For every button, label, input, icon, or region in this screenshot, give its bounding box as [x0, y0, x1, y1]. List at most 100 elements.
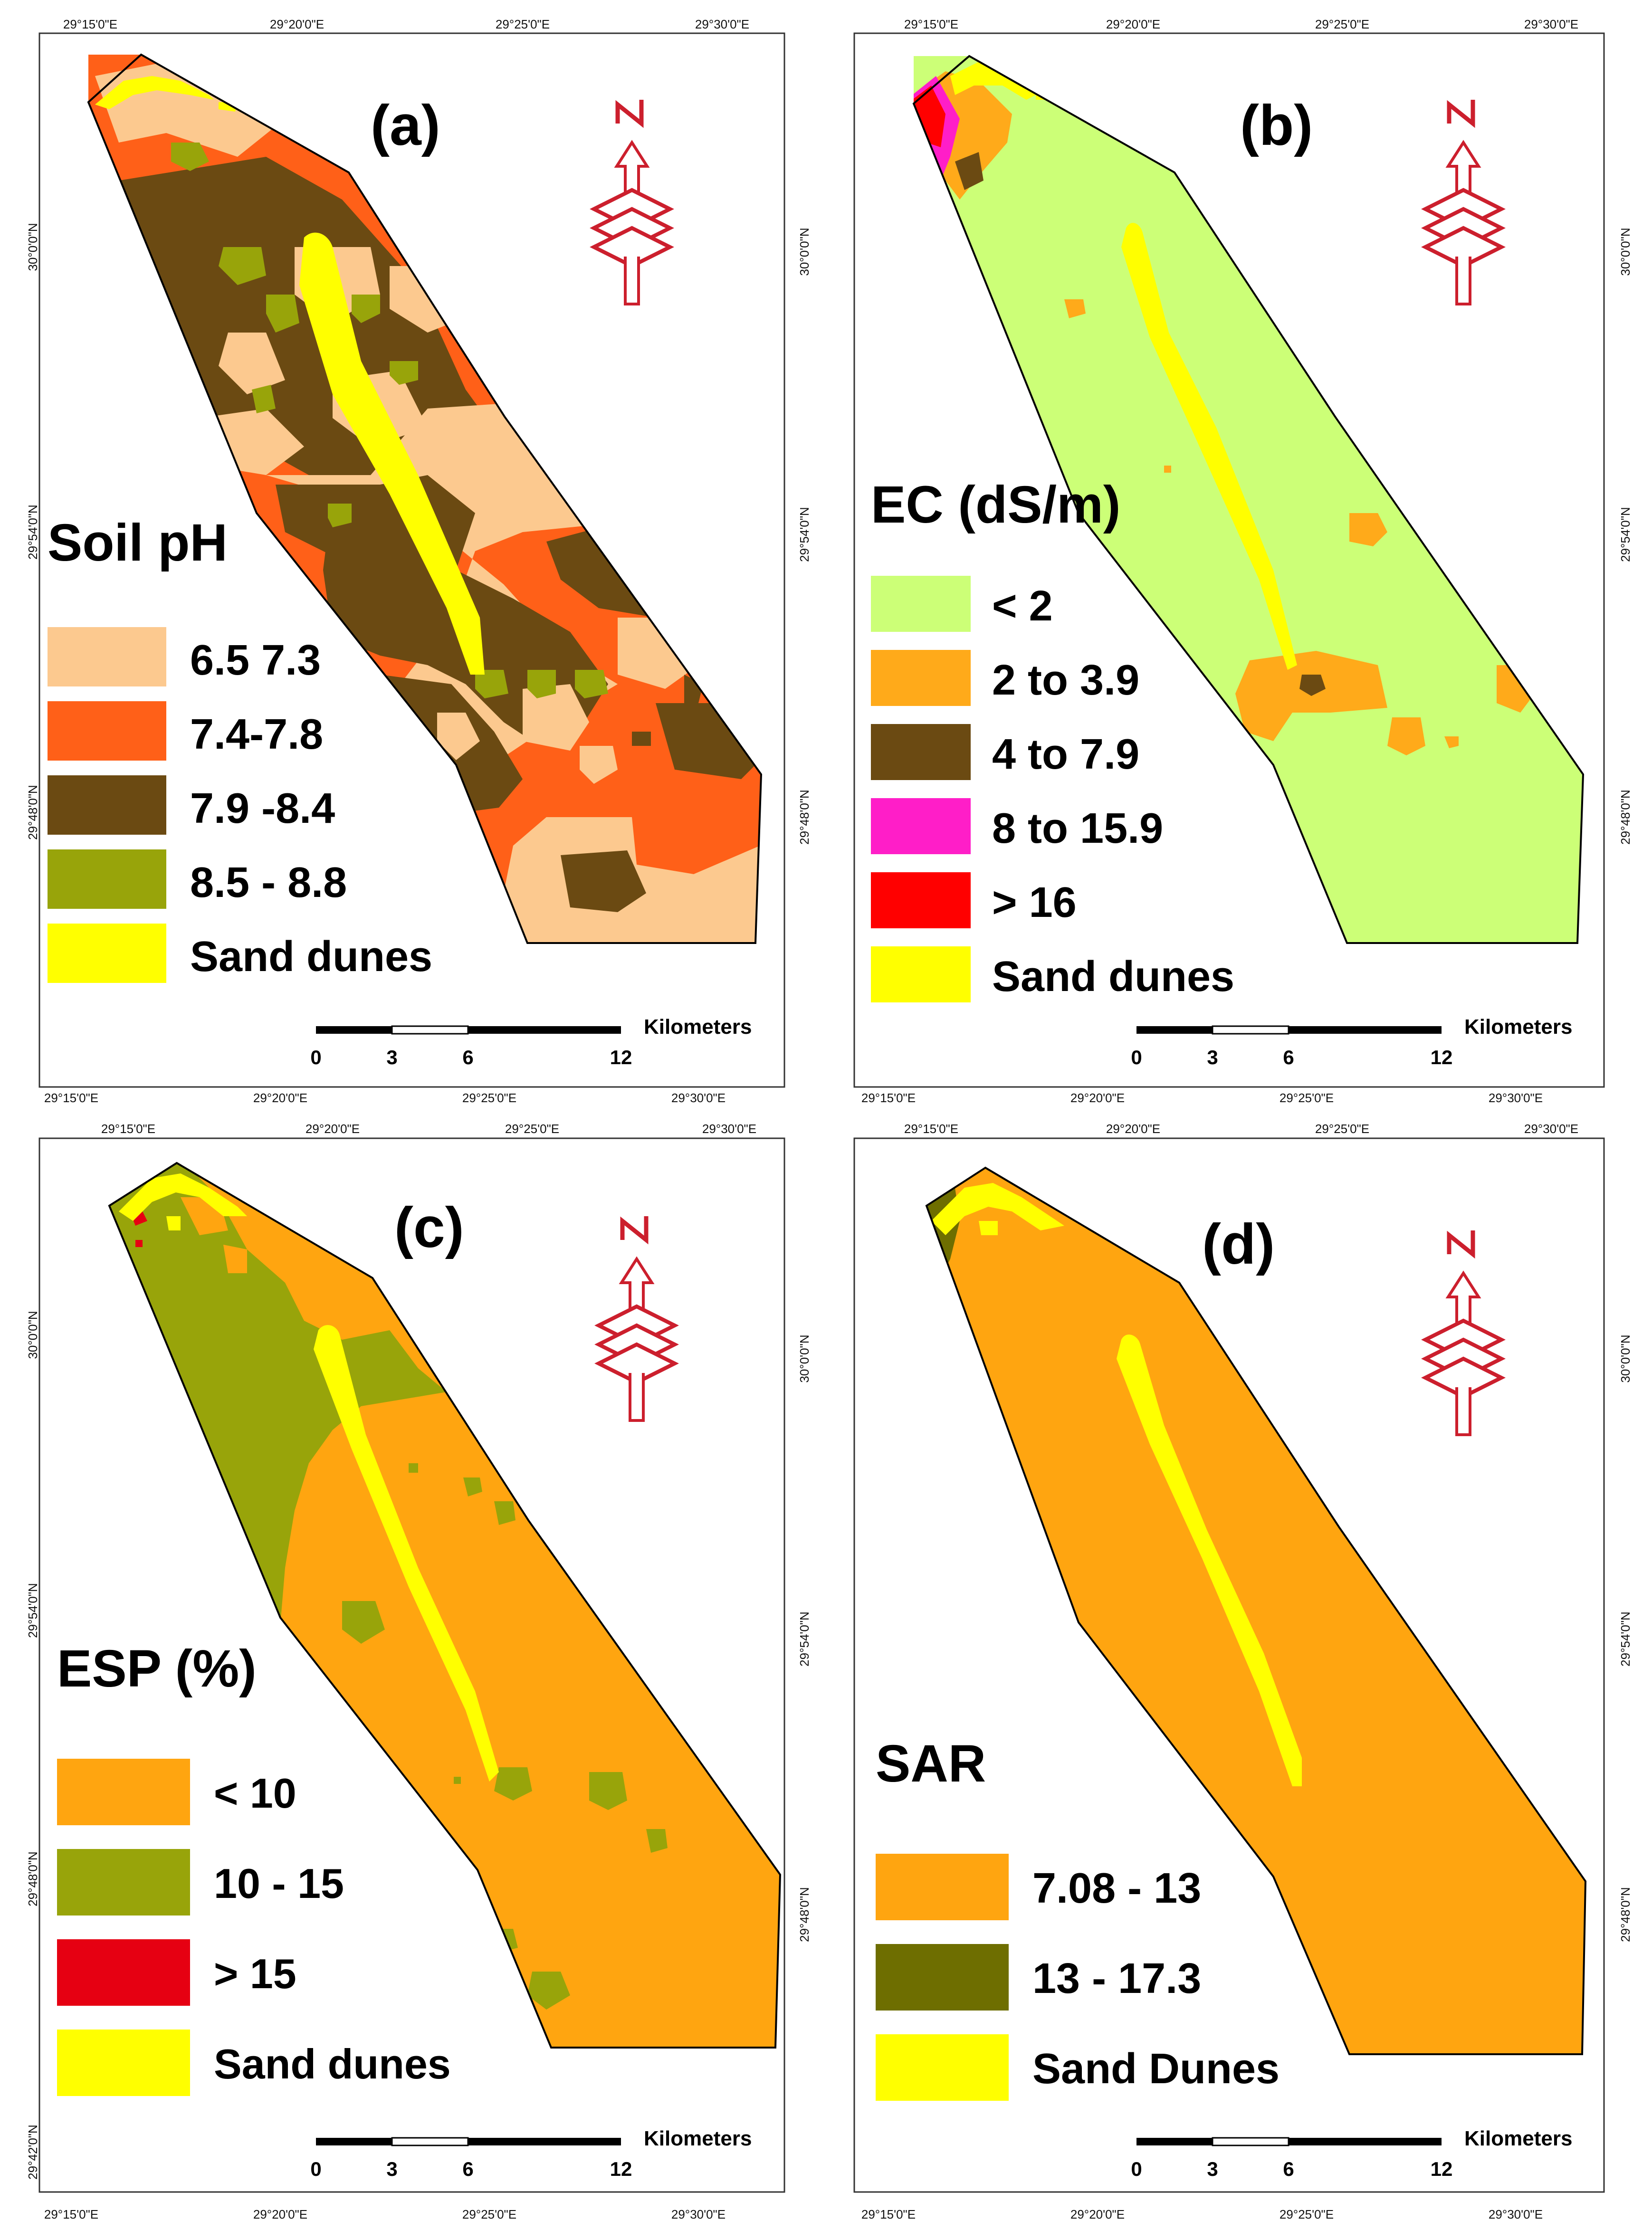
study-area-outline: [925, 1166, 1587, 2055]
panel-label: (c): [394, 1196, 464, 1259]
legend-swatch: [876, 2034, 1009, 2101]
legend-item-label: 8.5 - 8.8: [190, 859, 347, 906]
legend-title: ESP (%): [57, 1639, 257, 1698]
coord-label: 29°20'0"E: [253, 1091, 307, 1105]
legend-swatch: [871, 650, 971, 706]
north-arrow: [594, 1216, 679, 1422]
legend-swatch: [871, 872, 971, 928]
legend: Soil pH 6.5 7.3 7.4-7.8 7.9 -8.4 8.5 - 8…: [48, 514, 432, 983]
north-arrow: [590, 100, 674, 305]
scale-tick: 3: [1207, 1046, 1218, 1068]
coord-label: 29°20'0"E: [253, 2207, 307, 2221]
coord-label: 29°54'0"N: [797, 1611, 812, 1667]
coord-label: 30°0'0"N: [797, 1334, 812, 1382]
coord-label: 29°48'0"N: [1618, 1887, 1633, 1942]
graticule-labels: 29°15'0"E 29°20'0"E 29°25'0"E 29°30'0"E …: [26, 1122, 756, 2221]
panel-label: (d): [1202, 1212, 1275, 1276]
scale-tick: 0: [310, 1046, 321, 1068]
scale-tick: 0: [1131, 1046, 1142, 1068]
coord-label: 29°54'0"N: [26, 1583, 40, 1638]
legend-item-label: > 15: [214, 1950, 296, 1997]
legend-title: Soil pH: [48, 514, 228, 572]
coord-label: 29°30'0"E: [671, 1091, 726, 1105]
coord-label: 29°25'0"E: [462, 1091, 516, 1105]
coord-label: 29°15'0"E: [63, 17, 117, 31]
coord-label: 29°30'0"E: [1524, 1122, 1578, 1136]
scale-unit: Kilometers: [1464, 2127, 1572, 2150]
scale-bar: 0 3 6 12 Kilometers: [1131, 2127, 1572, 2180]
legend: EC (dS/m) < 2 2 to 3.9 4 to 7.9 8 to 15.…: [871, 476, 1234, 1002]
coord-label: 29°25'0"E: [1280, 2207, 1334, 2221]
legend-title: EC (dS/m): [871, 476, 1121, 534]
study-area-outline: [108, 1162, 782, 2049]
graticule-labels: 29°15'0"E 29°20'0"E 29°25'0"E 29°30'0"E …: [797, 1122, 1633, 2221]
scale-bar: 0 3 6 12 Kilometers: [310, 2127, 752, 2180]
legend-item-label: 7.08 - 13: [1032, 1865, 1201, 1912]
coord-label: 29°30'0"E: [1489, 2207, 1543, 2221]
coord-label: 30°0'0"N: [1618, 1334, 1633, 1382]
scale-bar: 0 3 6 12 Kilometers: [1131, 1015, 1572, 1068]
coord-label: 29°25'0"E: [1315, 17, 1369, 31]
coord-label: 29°25'0"E: [1280, 1091, 1334, 1105]
legend-swatch: [57, 1759, 190, 1825]
scale-tick: 0: [1131, 2158, 1142, 2180]
coord-label: 29°30'0"E: [702, 1122, 756, 1136]
panel-c: (c) ESP (%) < 10 10 - 15 > 15 Sand dunes…: [26, 1122, 785, 2221]
coord-label: 29°20'0"E: [1070, 1091, 1125, 1105]
coord-label: 29°30'0"E: [695, 17, 749, 31]
coord-label: 29°48'0"N: [26, 785, 40, 840]
coord-label: 29°54'0"N: [1618, 1611, 1633, 1667]
legend-swatch: [871, 576, 971, 632]
scale-tick: 3: [386, 1046, 397, 1068]
north-arrow: [1421, 1230, 1506, 1436]
legend-item-label: < 10: [214, 1770, 296, 1817]
legend-item-label: < 2: [992, 582, 1053, 630]
legend-swatch: [871, 946, 971, 1002]
legend-swatch: [57, 1939, 190, 2006]
north-arrow: [1421, 100, 1506, 305]
panel-a: (a) Soil pH 6.5 7.3 7.4-7.8 7.9 -8.4 8.5…: [26, 17, 785, 1105]
legend: ESP (%) < 10 10 - 15 > 15 Sand dunes: [57, 1639, 451, 2096]
scale-tick: 6: [1283, 1046, 1294, 1068]
coord-label: 29°48'0"N: [797, 1887, 812, 1942]
coord-label: 29°20'0"E: [1070, 2207, 1125, 2221]
coord-label: 29°20'0"E: [270, 17, 324, 31]
coord-label: 29°48'0"N: [1618, 790, 1633, 845]
legend-item-label: Sand dunes: [992, 953, 1234, 1001]
coord-label: 29°15'0"E: [904, 17, 958, 31]
coord-label: 29°15'0"E: [44, 1091, 98, 1105]
legend-swatch: [48, 924, 166, 983]
legend-swatch: [48, 849, 166, 909]
coord-label: 29°15'0"E: [904, 1122, 958, 1136]
coord-label: 30°0'0"N: [1618, 228, 1633, 276]
legend-item-label: 6.5 7.3: [190, 637, 321, 684]
legend-item-label: Sand dunes: [190, 933, 432, 981]
legend-swatch: [48, 701, 166, 761]
panel-d: (d) SAR 7.08 - 13 13 - 17.3 Sand Dunes 0…: [797, 1122, 1633, 2221]
scale-bar: 0 3 6 12 Kilometers: [310, 1015, 752, 1068]
coord-label: 29°42'0"N: [26, 2125, 40, 2180]
panel-label: (b): [1240, 94, 1313, 157]
scale-tick: 12: [1431, 2158, 1453, 2180]
coord-label: 29°25'0"E: [462, 2207, 516, 2221]
scale-tick: 12: [610, 1046, 632, 1068]
legend-item-label: 4 to 7.9: [992, 731, 1139, 778]
coord-label: 29°25'0"E: [1315, 1122, 1369, 1136]
legend-swatch: [876, 1854, 1009, 1920]
legend-swatch: [48, 627, 166, 686]
legend-item-label: 2 to 3.9: [992, 657, 1139, 704]
legend-item-label: 7.4-7.8: [190, 711, 323, 758]
legend-item-label: 13 - 17.3: [1032, 1955, 1201, 2002]
scale-tick: 12: [610, 2158, 632, 2180]
graticule-labels: 29°15'0"E 29°20'0"E 29°25'0"E 29°30'0"E …: [26, 17, 749, 1105]
legend-swatch: [57, 2030, 190, 2096]
coord-label: 29°25'0"E: [505, 1122, 559, 1136]
legend-swatch: [871, 798, 971, 854]
coord-label: 29°30'0"E: [1524, 17, 1578, 31]
legend-item-label: Sand dunes: [214, 2040, 451, 2087]
panel-label: (a): [371, 94, 440, 157]
legend-item-label: 8 to 15.9: [992, 805, 1163, 852]
legend-swatch: [876, 1944, 1009, 2011]
scale-tick: 12: [1431, 1046, 1453, 1068]
